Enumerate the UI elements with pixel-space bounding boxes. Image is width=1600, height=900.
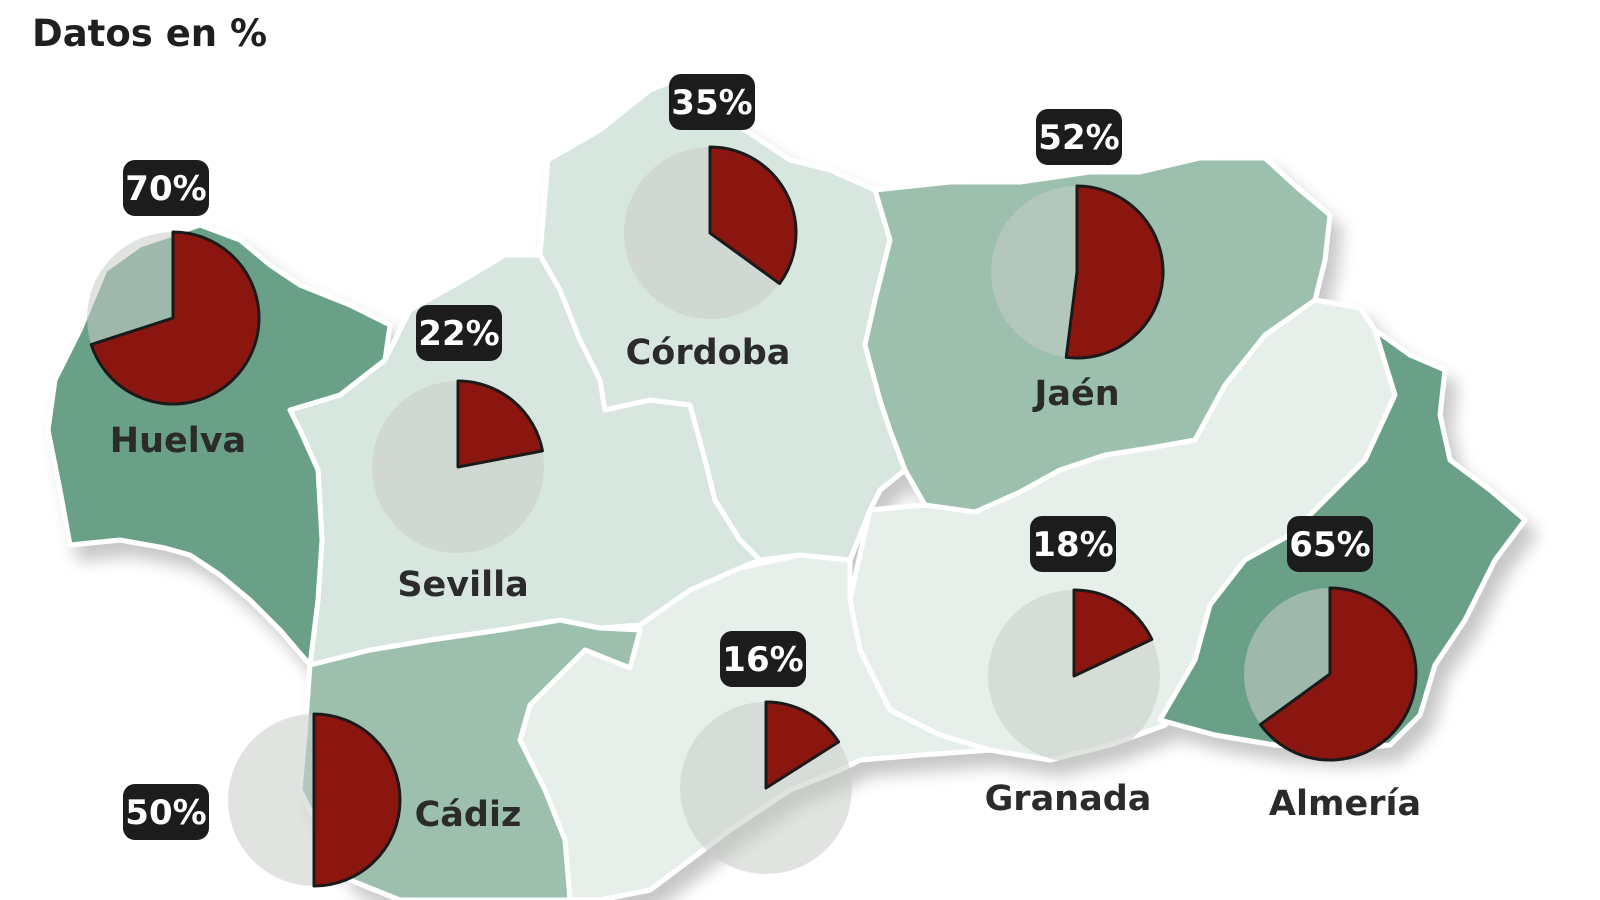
- value-badge-cadiz: 50%: [123, 784, 209, 840]
- pie-charts: [87, 145, 1418, 888]
- badge-background: [1036, 109, 1122, 165]
- pie-slice-malaga: [764, 700, 841, 790]
- value-badge-huelva: 70%: [123, 160, 209, 216]
- map-title: Datos en %: [32, 12, 268, 55]
- pie-slice-huelva: [89, 230, 261, 406]
- province-name-sevilla: Sevilla: [397, 565, 528, 605]
- pie-slice-sevilla: [456, 379, 544, 469]
- value-badge-almeria: 65%: [1287, 516, 1373, 572]
- value-badges: 70% 22% 35% 52% 50% 16% 18% 65%: [123, 74, 1373, 840]
- badge-value-granada: 18%: [1032, 525, 1113, 565]
- pie-slice-jaen: [1064, 184, 1165, 360]
- badge-background: [123, 784, 209, 840]
- badge-value-cordoba: 35%: [671, 83, 752, 123]
- pie-slice-granada: [1072, 588, 1154, 678]
- badge-background: [416, 305, 502, 361]
- province-labels: Huelva Sevilla Córdoba Jaén Cádiz Granada Alme…: [110, 333, 1421, 835]
- badge-value-cadiz: 50%: [125, 793, 206, 833]
- badge-value-sevilla: 22%: [418, 314, 499, 354]
- value-badge-jaen: 52%: [1036, 109, 1122, 165]
- badge-background: [1287, 516, 1373, 572]
- province-name-granada: Granada: [985, 779, 1152, 819]
- value-badge-granada: 18%: [1030, 516, 1116, 572]
- province-name-huelva: Huelva: [110, 421, 246, 461]
- pie-slice-almeria: [1258, 586, 1418, 762]
- pie-slice-cadiz: [312, 712, 402, 888]
- province-name-jaen: Jaén: [1032, 374, 1119, 414]
- pie-slice-cordoba: [708, 145, 798, 286]
- badge-value-huelva: 70%: [125, 169, 206, 209]
- badge-background: [669, 74, 755, 130]
- province-name-cadiz: Cádiz: [415, 795, 522, 835]
- badge-value-jaen: 52%: [1038, 118, 1119, 158]
- province-name-almeria: Almería: [1269, 784, 1421, 824]
- value-badge-malaga: 16%: [720, 631, 806, 687]
- badge-value-malaga: 16%: [722, 640, 803, 680]
- province-name-cordoba: Córdoba: [626, 333, 791, 373]
- badge-background: [123, 160, 209, 216]
- value-badge-cordoba: 35%: [669, 74, 755, 130]
- value-badge-sevilla: 22%: [416, 305, 502, 361]
- badge-background: [1030, 516, 1116, 572]
- badge-value-almeria: 65%: [1289, 525, 1370, 565]
- badge-background: [720, 631, 806, 687]
